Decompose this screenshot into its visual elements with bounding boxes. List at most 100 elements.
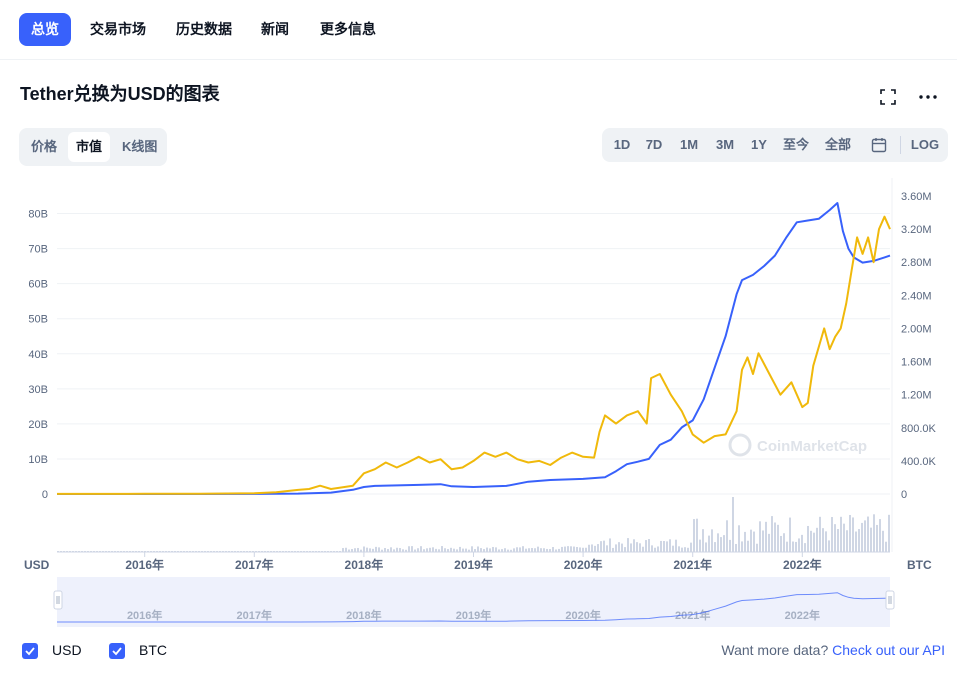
volume-bar <box>777 524 779 552</box>
volume-bar <box>108 551 110 552</box>
volume-bar <box>870 527 872 552</box>
volume-bar <box>441 546 443 552</box>
volume-bar <box>462 548 464 552</box>
volume-bar <box>102 551 104 552</box>
volume-bar <box>747 540 749 552</box>
volume-bar <box>147 551 149 552</box>
fullscreen-icon[interactable] <box>877 86 899 108</box>
volume-bar <box>210 551 212 552</box>
volume-bar <box>456 549 458 552</box>
range-1d[interactable]: 1D <box>613 137 631 152</box>
volume-bar <box>114 551 116 552</box>
navigator-left-handle[interactable] <box>53 590 63 610</box>
volume-bar <box>714 542 716 552</box>
volume-bar <box>855 531 857 552</box>
volume-bar <box>258 551 260 552</box>
volume-bar <box>822 528 824 552</box>
volume-bar <box>159 551 161 552</box>
y-right-tick-label: 2.40M <box>901 290 932 302</box>
volume-bar <box>186 551 188 552</box>
check-icon <box>25 647 35 656</box>
range-navigator[interactable]: 2016年 2017年 2018年 2019年 2020年 2021年 2022年 <box>0 574 957 630</box>
more-dots-icon[interactable] <box>917 86 939 108</box>
range-1y[interactable]: 1Y <box>751 137 767 152</box>
volume-bar <box>828 540 830 552</box>
volume-bar <box>318 551 320 552</box>
tab-more-info[interactable]: 更多信息 <box>320 21 376 37</box>
volume-bar <box>495 547 497 552</box>
metric-tab-price[interactable]: 价格 <box>31 139 58 154</box>
metric-tab-candlestick[interactable]: K线图 <box>122 139 158 154</box>
volume-bar <box>285 551 287 552</box>
range-3m[interactable]: 3M <box>715 137 735 152</box>
checkbox-btc[interactable] <box>109 643 125 659</box>
volume-bar <box>861 522 863 552</box>
range-ytd[interactable]: 至今 <box>782 137 809 152</box>
api-link[interactable]: Check out our API <box>832 642 945 658</box>
y-left-tick-label: 70B <box>28 244 48 256</box>
range-7d[interactable]: 7D <box>645 137 663 152</box>
volume-bar <box>66 551 68 552</box>
volume-bar <box>444 548 446 552</box>
volume-bar <box>354 548 356 552</box>
tab-historical-data[interactable]: 历史数据 <box>176 21 232 37</box>
tab-overview[interactable]: 总览 <box>19 13 71 46</box>
y-right-tick-label: 1.20M <box>901 390 932 402</box>
volume-bar <box>312 551 314 552</box>
y-right-tick-label: 1.60M <box>901 357 932 369</box>
y-left-tick-label: 0 <box>42 489 48 501</box>
volume-bar <box>189 551 191 552</box>
volume-bar <box>93 551 95 552</box>
volume-bar <box>555 549 557 552</box>
volume-bar <box>705 542 707 552</box>
volume-bar <box>396 547 398 552</box>
navigator-right-handle[interactable] <box>885 590 895 610</box>
volume-bar <box>738 525 740 552</box>
market-cap-chart[interactable]: CoinMarketCap 010B20B30B40B50B60B70B80B0… <box>0 176 957 574</box>
volume-bar <box>204 551 206 552</box>
y-right-tick-label: 0 <box>901 489 907 501</box>
volume-bar <box>291 551 293 552</box>
volume-bar <box>585 547 587 552</box>
volume-bar <box>534 548 536 552</box>
volume-bar <box>810 530 812 552</box>
volume-bar <box>519 547 521 552</box>
tab-news[interactable]: 新闻 <box>261 21 289 37</box>
log-scale-toggle[interactable]: LOG <box>910 137 940 152</box>
volume-bar <box>270 551 272 552</box>
volume-bar <box>843 523 845 552</box>
volume-bar <box>393 549 395 552</box>
volume-bar <box>675 539 677 552</box>
calendar-icon[interactable] <box>866 130 892 160</box>
volume-bar <box>252 551 254 552</box>
volume-bar <box>774 522 776 552</box>
volume-bar <box>576 547 578 552</box>
range-all[interactable]: 全部 <box>824 137 851 152</box>
volume-bar <box>408 546 410 552</box>
volume-bar <box>792 541 794 552</box>
volume-bar <box>123 551 125 552</box>
volume-bar <box>558 548 560 552</box>
volume-bar <box>510 549 512 552</box>
left-unit-label: USD <box>24 558 50 572</box>
volume-bar <box>615 544 617 552</box>
volume-bar <box>282 551 284 552</box>
volume-bar <box>333 551 335 552</box>
navigator-selection[interactable] <box>57 577 890 627</box>
volume-bar <box>642 546 644 552</box>
volume-bar <box>489 548 491 552</box>
y-axis-labels: 0 10B 20B 30B 40B 50B 60B 70B 80B 0 400.0K 800.0K 1.… <box>28 191 936 501</box>
volume-bar <box>504 548 506 552</box>
volume-bar <box>657 546 659 552</box>
checkbox-usd[interactable] <box>22 643 38 659</box>
volume-bar <box>432 547 434 552</box>
volume-bar <box>507 549 509 552</box>
tab-markets[interactable]: 交易市场 <box>90 21 146 37</box>
volume-bar <box>690 542 692 552</box>
volume-bar <box>726 520 728 552</box>
top-nav: 总览 交易市场 历史数据 新闻 更多信息 <box>0 0 957 60</box>
volume-bar <box>603 540 605 552</box>
metric-tab-market-cap[interactable]: 市值 <box>68 132 111 162</box>
range-1m[interactable]: 1M <box>679 137 699 152</box>
volume-bar <box>606 545 608 552</box>
